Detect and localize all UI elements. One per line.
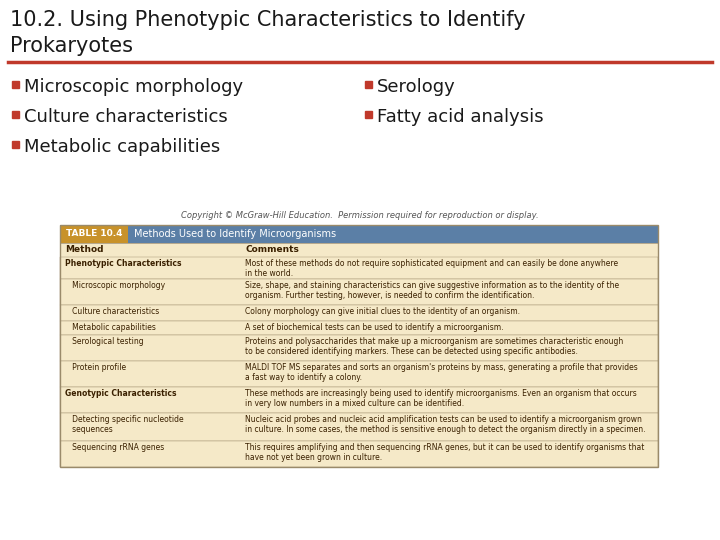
FancyBboxPatch shape: [60, 335, 658, 361]
FancyBboxPatch shape: [60, 225, 128, 243]
Text: 10.2. Using Phenotypic Characteristics to Identify: 10.2. Using Phenotypic Characteristics t…: [10, 10, 526, 30]
Bar: [12, 81, 19, 88]
Bar: [60, 225, 658, 467]
FancyBboxPatch shape: [60, 243, 658, 257]
Text: Genotypic Characteristics: Genotypic Characteristics: [65, 389, 176, 398]
Text: Phenotypic Characteristics: Phenotypic Characteristics: [65, 259, 181, 268]
Text: These methods are increasingly being used to identify microorganisms. Even an or: These methods are increasingly being use…: [245, 389, 636, 408]
Text: Detecting specific nucleotide
   sequences: Detecting specific nucleotide sequences: [65, 415, 184, 434]
Text: Comments: Comments: [245, 246, 299, 254]
Text: Prokaryotes: Prokaryotes: [10, 36, 133, 56]
Bar: [365, 81, 372, 88]
FancyBboxPatch shape: [60, 387, 658, 413]
Text: Most of these methods do not require sophisticated equipment and can easily be d: Most of these methods do not require sop…: [245, 259, 618, 279]
Bar: [12, 141, 19, 148]
Text: Culture characteristics: Culture characteristics: [24, 108, 228, 126]
Text: TABLE 10.4: TABLE 10.4: [66, 230, 122, 239]
FancyBboxPatch shape: [60, 321, 658, 335]
Text: Size, shape, and staining characteristics can give suggestive information as to : Size, shape, and staining characteristic…: [245, 281, 619, 300]
FancyBboxPatch shape: [60, 257, 658, 279]
Bar: [365, 111, 372, 118]
Text: Fatty acid analysis: Fatty acid analysis: [377, 108, 544, 126]
Text: Microscopic morphology: Microscopic morphology: [24, 78, 243, 96]
Text: Serological testing: Serological testing: [65, 337, 143, 346]
Text: MALDI TOF MS separates and sorts an organism's proteins by mass, generating a pr: MALDI TOF MS separates and sorts an orga…: [245, 363, 638, 382]
Text: Copyright © McGraw-Hill Education.  Permission required for reproduction or disp: Copyright © McGraw-Hill Education. Permi…: [181, 211, 539, 220]
Text: Microscopic morphology: Microscopic morphology: [65, 281, 165, 290]
Text: Culture characteristics: Culture characteristics: [65, 307, 159, 316]
Text: Metabolic capabilities: Metabolic capabilities: [65, 323, 156, 332]
FancyBboxPatch shape: [60, 361, 658, 387]
Text: This requires amplifying and then sequencing rRNA genes, but it can be used to i: This requires amplifying and then sequen…: [245, 443, 644, 462]
FancyBboxPatch shape: [60, 413, 658, 441]
FancyBboxPatch shape: [60, 305, 658, 321]
Text: Colony morphology can give initial clues to the identity of an organism.: Colony morphology can give initial clues…: [245, 307, 520, 316]
Text: Serology: Serology: [377, 78, 456, 96]
FancyBboxPatch shape: [60, 279, 658, 305]
Text: Sequencing rRNA genes: Sequencing rRNA genes: [65, 443, 164, 452]
Text: Methods Used to Identify Microorganisms: Methods Used to Identify Microorganisms: [134, 229, 336, 239]
Bar: [12, 111, 19, 118]
FancyBboxPatch shape: [60, 225, 658, 243]
Text: Proteins and polysaccharides that make up a microorganism are sometimes characte: Proteins and polysaccharides that make u…: [245, 337, 624, 356]
Text: Nucleic acid probes and nucleic acid amplification tests can be used to identify: Nucleic acid probes and nucleic acid amp…: [245, 415, 646, 434]
Text: Metabolic capabilities: Metabolic capabilities: [24, 138, 220, 156]
FancyBboxPatch shape: [60, 441, 658, 467]
Text: Method: Method: [65, 246, 104, 254]
Text: A set of biochemical tests can be used to identify a microorganism.: A set of biochemical tests can be used t…: [245, 323, 503, 332]
Text: Protein profile: Protein profile: [65, 363, 126, 372]
